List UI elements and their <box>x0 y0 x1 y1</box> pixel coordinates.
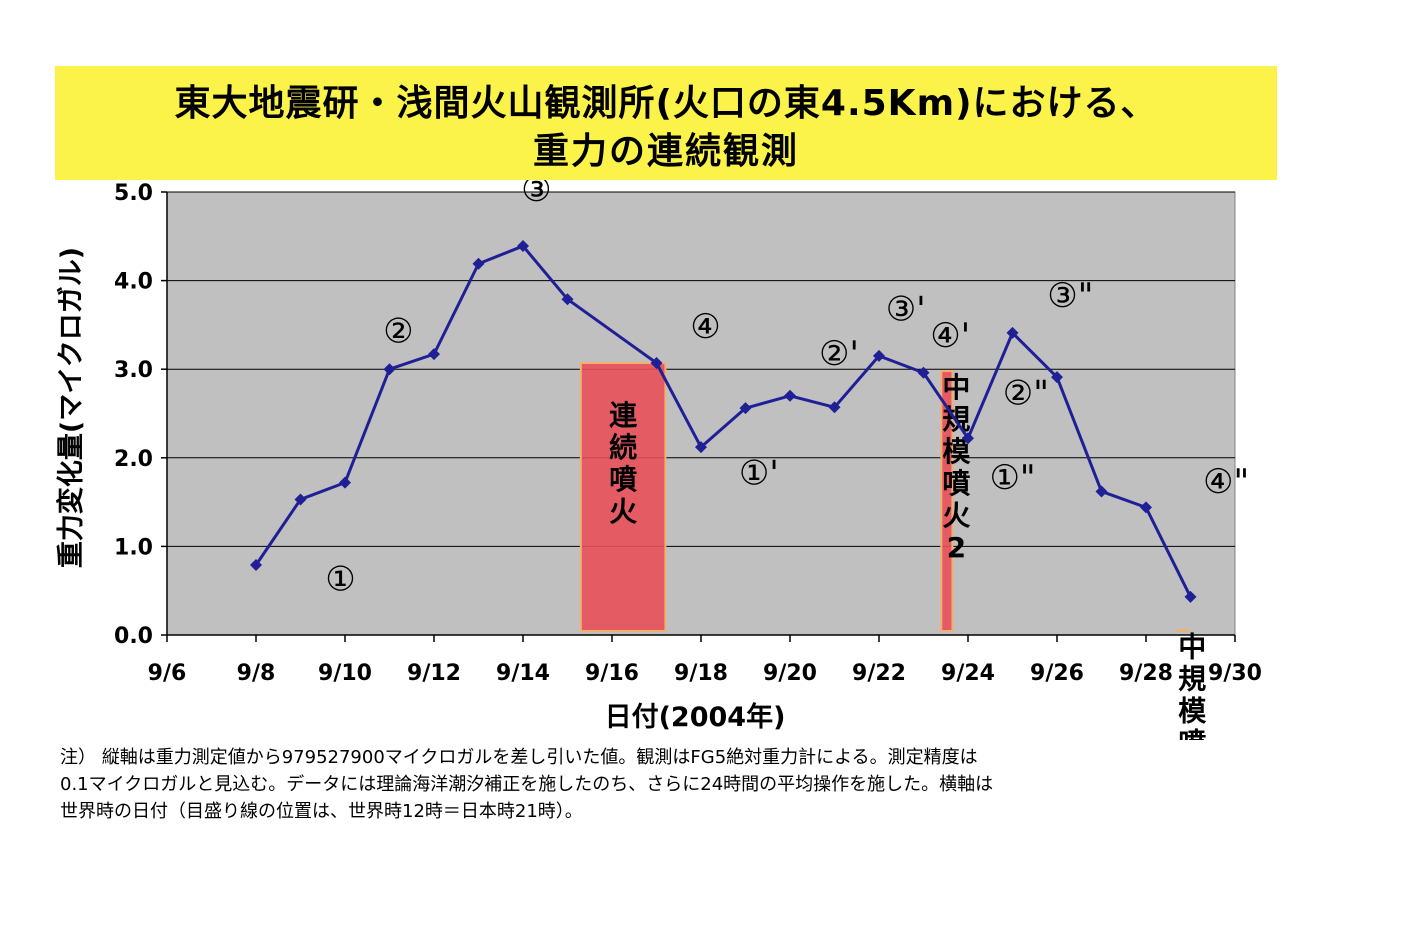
y-tick-label-2: 2.0 <box>114 447 153 472</box>
eruption-band-1 <box>940 369 954 633</box>
y-axis-title: 重力変化量(マイクロガル) <box>55 247 87 568</box>
annotation-11: ④" <box>1203 462 1249 502</box>
data-point-12 <box>828 401 841 414</box>
data-point-1 <box>294 493 307 506</box>
data-point-16 <box>1006 326 1019 339</box>
eruption-label-1-3: 噴 <box>942 467 970 500</box>
eruption-label-1-5: 2 <box>947 531 966 564</box>
annotation-8: ①" <box>989 458 1035 498</box>
x-tick-label-11: 9/28 <box>1119 661 1173 686</box>
annotation-6: ③' <box>886 289 926 329</box>
data-series <box>250 240 1197 603</box>
eruption-label-0-2: 噴 <box>609 463 637 496</box>
plot-area <box>166 191 1236 636</box>
x-tick-label-7: 9/20 <box>763 661 817 686</box>
x-tick-label-5: 9/16 <box>585 661 639 686</box>
title-banner: 東大地震研・浅間火山観測所(火口の東4.5Km)における、 重力の連続観測 <box>55 66 1277 180</box>
axes: 0.0 1.0 2.0 3.0 4.0 5.0 9/6 9/8 9/10 9/12 9/14 9/16… <box>55 181 1262 733</box>
eruption-label-0-0: 連 <box>609 399 638 432</box>
data-point-3 <box>383 363 396 376</box>
x-tick-label-2: 9/10 <box>318 661 372 686</box>
x-tick-label-10: 9/26 <box>1030 661 1084 686</box>
x-tick-label-0: 9/6 <box>148 661 187 686</box>
data-point-2 <box>339 476 351 489</box>
data-point-11 <box>784 389 796 402</box>
x-tick-label-9: 9/24 <box>941 661 995 686</box>
data-point-17 <box>1051 371 1063 384</box>
y-tick-label-3: 3.0 <box>114 358 153 383</box>
footnote-line3: 世界時の日付（目盛り線の位置は、世界時12時＝日本時21時）。 <box>60 801 583 822</box>
y-tick-label-5: 5.0 <box>114 181 153 206</box>
annotation-3: ④ <box>690 307 720 347</box>
eruption-label-2-1: 規 <box>1178 663 1206 696</box>
eruption-label-0-3: 火 <box>609 495 637 528</box>
point-annotations: ① ② ③ ④ ①' ②' ③'④' ①" ②" ③" ④" <box>325 180 1249 600</box>
data-point-9 <box>695 441 707 454</box>
x-tick-label-1: 9/8 <box>237 661 276 686</box>
eruption-label-1-4: 火 <box>942 499 970 532</box>
x-tick-label-4: 9/14 <box>496 661 550 686</box>
grid-lines <box>167 191 1235 547</box>
data-point-7 <box>561 293 574 306</box>
footnote-line1: 注） 縦軸は重力測定値から979527900マイクロガルを差し引いた値。観測はF… <box>60 747 978 768</box>
y-tick-label-4: 4.0 <box>114 270 153 295</box>
eruption-label-1-0: 中 <box>942 371 970 404</box>
annotation-5: ②' <box>819 334 859 374</box>
data-point-10 <box>739 402 752 415</box>
y-tick-label-1: 1.0 <box>114 535 153 560</box>
annotation-10: ③" <box>1047 276 1093 316</box>
y-tick-label-0: 0.0 <box>114 624 153 649</box>
x-tick-label-8: 9/22 <box>852 661 906 686</box>
data-point-6 <box>517 240 529 253</box>
eruption-label-2-3: 噴 <box>1178 727 1206 740</box>
data-point-15 <box>962 432 974 445</box>
x-tick-label-6: 9/18 <box>674 661 728 686</box>
eruption-bands: 連続噴火中規模噴火2中規模噴火3 <box>579 361 1207 740</box>
annotation-2: ③ <box>521 180 551 210</box>
x-axis-title: 日付(2004年) <box>605 701 786 733</box>
annotation-0: ① <box>325 560 355 600</box>
footnote: 注） 縦軸は重力測定値から979527900マイクロガルを差し引いた値。観測はF… <box>60 744 1360 825</box>
annotation-7: ④' <box>930 316 970 356</box>
data-point-18 <box>1095 485 1108 498</box>
eruption-label-2-2: 模 <box>1178 695 1207 728</box>
chart-title-line2: 重力の連続観測 <box>532 131 799 172</box>
annotation-4: ①' <box>739 453 779 493</box>
x-tick-label-12: 9/30 <box>1208 661 1262 686</box>
x-tick-label-3: 9/12 <box>407 661 461 686</box>
data-point-14 <box>917 366 930 379</box>
data-point-5 <box>472 257 485 270</box>
data-point-19 <box>1140 501 1152 514</box>
annotation-9: ②" <box>1003 374 1049 414</box>
data-point-8 <box>650 356 663 369</box>
eruption-label-2-0: 中 <box>1178 631 1206 664</box>
data-point-4 <box>428 348 440 361</box>
eruption-label-0-1: 続 <box>609 431 637 464</box>
eruption-band-0 <box>579 361 667 633</box>
data-point-0 <box>250 559 262 572</box>
chart-title-line1: 東大地震研・浅間火山観測所(火口の東4.5Km)における、 <box>174 83 1158 124</box>
annotation-1: ② <box>383 312 413 352</box>
footnote-line2: 0.1マイクロガルと見込む。データには理論海洋潮汐補正を施したのち、さらに24時… <box>60 774 994 795</box>
data-point-20 <box>1184 590 1197 603</box>
data-point-13 <box>873 349 885 362</box>
